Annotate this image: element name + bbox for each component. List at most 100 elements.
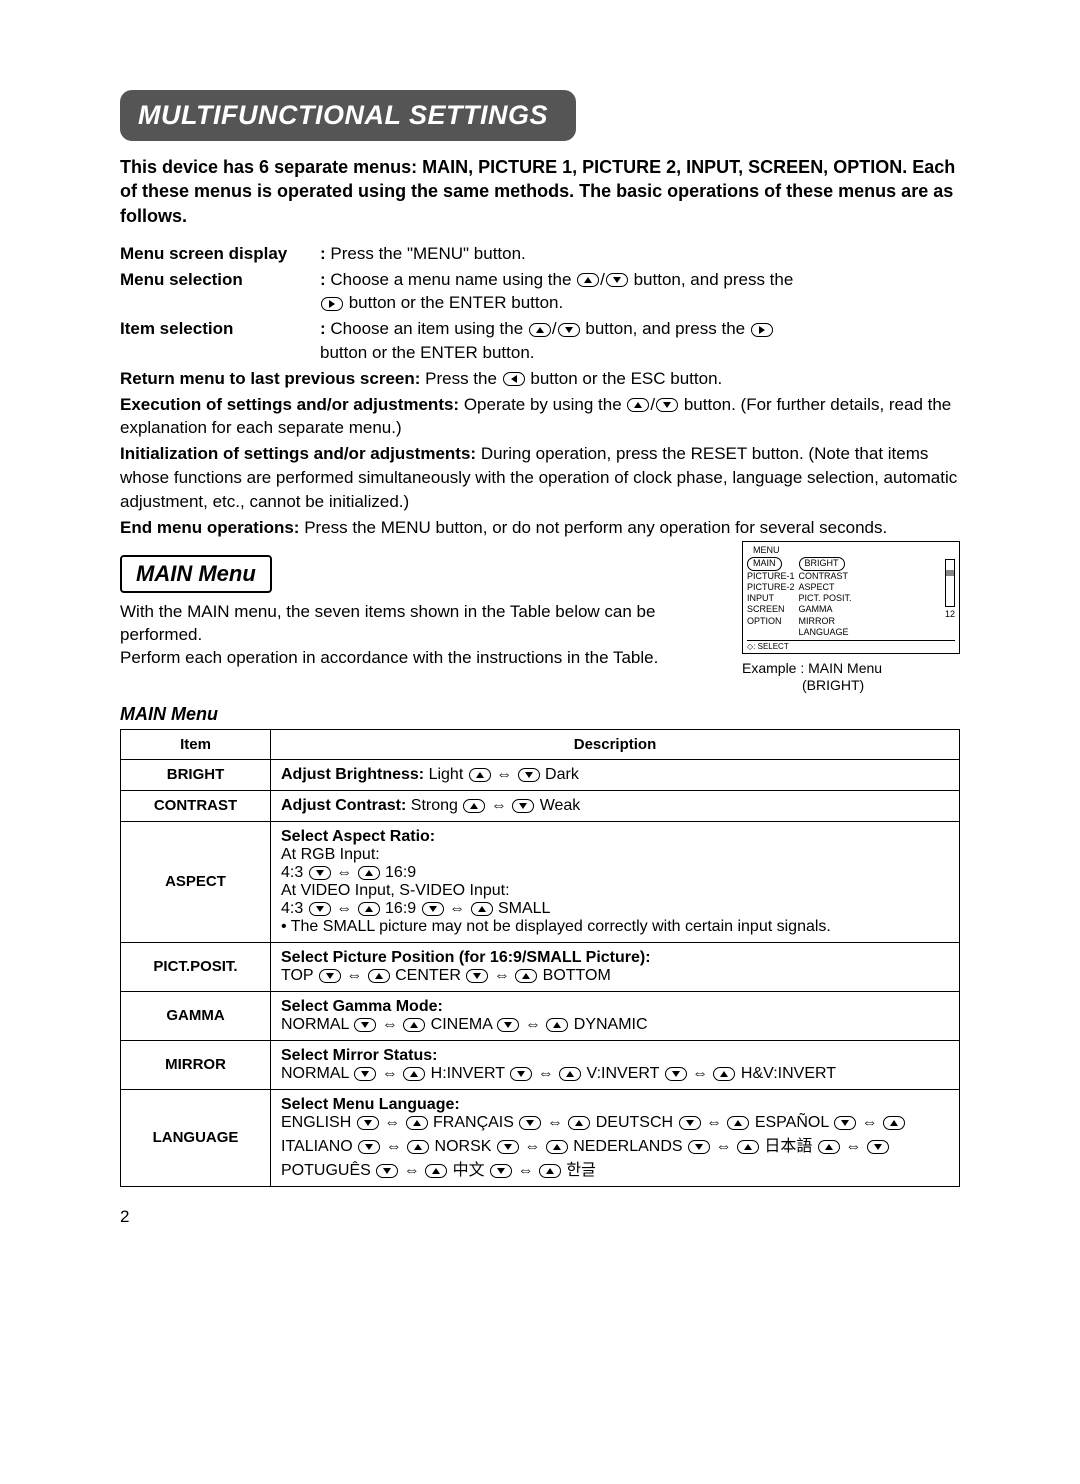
- main-menu-desc2: Perform each operation in accordance wit…: [120, 647, 724, 670]
- down-icon: [309, 902, 331, 916]
- up-icon: [425, 1164, 447, 1178]
- t: button or the ESC button.: [526, 369, 723, 388]
- up-icon: [407, 1140, 429, 1154]
- t: ⇔: [492, 766, 517, 783]
- intro-text: This device has 6 separate menus: MAIN, …: [120, 155, 960, 228]
- main-menu-desc1: With the MAIN menu, the seven items show…: [120, 601, 724, 647]
- down-icon: [867, 1140, 889, 1154]
- val: Press the "MENU" button.: [330, 244, 525, 263]
- diagram-footer: ◇: SELECT: [747, 640, 955, 651]
- t: ⇔: [399, 1162, 424, 1179]
- up-icon: [568, 1116, 590, 1130]
- t: Adjust Contrast:: [281, 797, 406, 814]
- main-menu-table: Item Description BRIGHT Adjust Brightnes…: [120, 729, 960, 1187]
- down-icon: [519, 1116, 541, 1130]
- down-icon: [512, 799, 534, 813]
- diagram-item: MAIN: [747, 557, 782, 570]
- t: ⇔: [711, 1138, 736, 1155]
- t: ESPAÑOL: [750, 1114, 833, 1131]
- down-icon: [558, 323, 580, 337]
- t: At VIDEO Input, S-VIDEO Input:: [281, 882, 510, 899]
- down-icon: [510, 1067, 532, 1081]
- down-icon: [834, 1116, 856, 1130]
- up-icon: [463, 799, 485, 813]
- t: ⇔: [377, 1016, 402, 1033]
- up-icon: [546, 1140, 568, 1154]
- t: Choose an item using the: [330, 319, 528, 338]
- down-icon: [497, 1018, 519, 1032]
- up-icon: [529, 323, 551, 337]
- t: H&V:INVERT: [736, 1065, 836, 1082]
- t: ⇔: [513, 1162, 538, 1179]
- text-menu-display: : Press the "MENU" button.: [320, 242, 960, 266]
- t: CENTER: [391, 967, 466, 984]
- up-icon: [403, 1018, 425, 1032]
- down-icon: [422, 902, 444, 916]
- page: MULTIFUNCTIONAL SETTINGS This device has…: [0, 0, 1080, 1267]
- t: ⇔: [332, 864, 357, 881]
- desc-mirror: Select Mirror Status: NORMAL ⇔ H:INVERT …: [271, 1040, 960, 1089]
- t: • The SMALL picture may not be displayed…: [281, 918, 831, 935]
- t: button, and press the: [629, 270, 793, 289]
- t: H:INVERT: [426, 1065, 509, 1082]
- desc-bright: Adjust Brightness: Light ⇔ Dark: [271, 759, 960, 790]
- diagram-title: MENU: [747, 545, 955, 555]
- t: Example : MAIN Menu: [742, 660, 882, 676]
- diagram-item: PICTURE-1: [747, 571, 795, 582]
- up-icon: [577, 273, 599, 287]
- t: NORMAL: [281, 1065, 353, 1082]
- t: button or the ENTER button.: [344, 293, 563, 312]
- t: 4:3: [281, 900, 308, 917]
- t: Select Mirror Status:: [281, 1047, 437, 1064]
- up-icon: [539, 1164, 561, 1178]
- main-menu-heading: MAIN Menu: [120, 555, 272, 593]
- up-icon: [358, 866, 380, 880]
- down-icon: [490, 1164, 512, 1178]
- up-icon: [471, 902, 493, 916]
- desc-language: Select Menu Language: ENGLISH ⇔ FRANÇAIS…: [271, 1089, 960, 1186]
- t: Strong: [406, 797, 462, 814]
- t: button, and press the: [581, 319, 750, 338]
- up-icon: [368, 969, 390, 983]
- t: Dark: [541, 766, 579, 783]
- t: At RGB Input:: [281, 846, 380, 863]
- t: ⇔: [520, 1016, 545, 1033]
- t: Choose a menu name using the: [330, 270, 576, 289]
- desc-pictposit: Select Picture Position (for 16:9/SMALL …: [271, 942, 960, 991]
- t: Select Aspect Ratio:: [281, 828, 435, 845]
- t: Select Gamma Mode:: [281, 998, 443, 1015]
- down-icon: [518, 768, 540, 782]
- down-icon: [606, 273, 628, 287]
- down-icon: [466, 969, 488, 983]
- t: NORSK: [430, 1138, 496, 1155]
- t: Weak: [535, 797, 580, 814]
- up-icon: [546, 1018, 568, 1032]
- left-icon: [503, 372, 525, 386]
- down-icon: [665, 1067, 687, 1081]
- th-item: Item: [121, 729, 271, 759]
- diagram-item: ASPECT: [799, 582, 852, 593]
- t: Operate by using the: [459, 395, 626, 414]
- item-mirror: MIRROR: [121, 1040, 271, 1089]
- t: ⇔: [342, 967, 367, 984]
- down-icon: [354, 1018, 376, 1032]
- label-end: End menu operations:: [120, 518, 299, 537]
- t: Adjust Brightness:: [281, 766, 424, 783]
- t: SMALL: [494, 900, 551, 917]
- item-pictposit: PICT.POSIT.: [121, 942, 271, 991]
- t: button or the ENTER button.: [320, 343, 535, 362]
- item-bright: BRIGHT: [121, 759, 271, 790]
- t: ⇔: [486, 797, 511, 814]
- t: ⇔: [841, 1138, 866, 1155]
- t: ⇔: [688, 1065, 713, 1082]
- th-desc: Description: [271, 729, 960, 759]
- table-title: MAIN Menu: [120, 704, 960, 725]
- t: Select Menu Language:: [281, 1096, 460, 1113]
- menu-diagram: MENU MAIN PICTURE-1 PICTURE-2 INPUT SCRE…: [742, 541, 960, 693]
- up-icon: [403, 1067, 425, 1081]
- label-item-selection: Item selection: [120, 317, 320, 365]
- up-icon: [883, 1116, 905, 1130]
- down-icon: [376, 1164, 398, 1178]
- diagram-caption: Example : MAIN Menu (BRIGHT): [742, 660, 960, 694]
- t: 16:9: [381, 900, 421, 917]
